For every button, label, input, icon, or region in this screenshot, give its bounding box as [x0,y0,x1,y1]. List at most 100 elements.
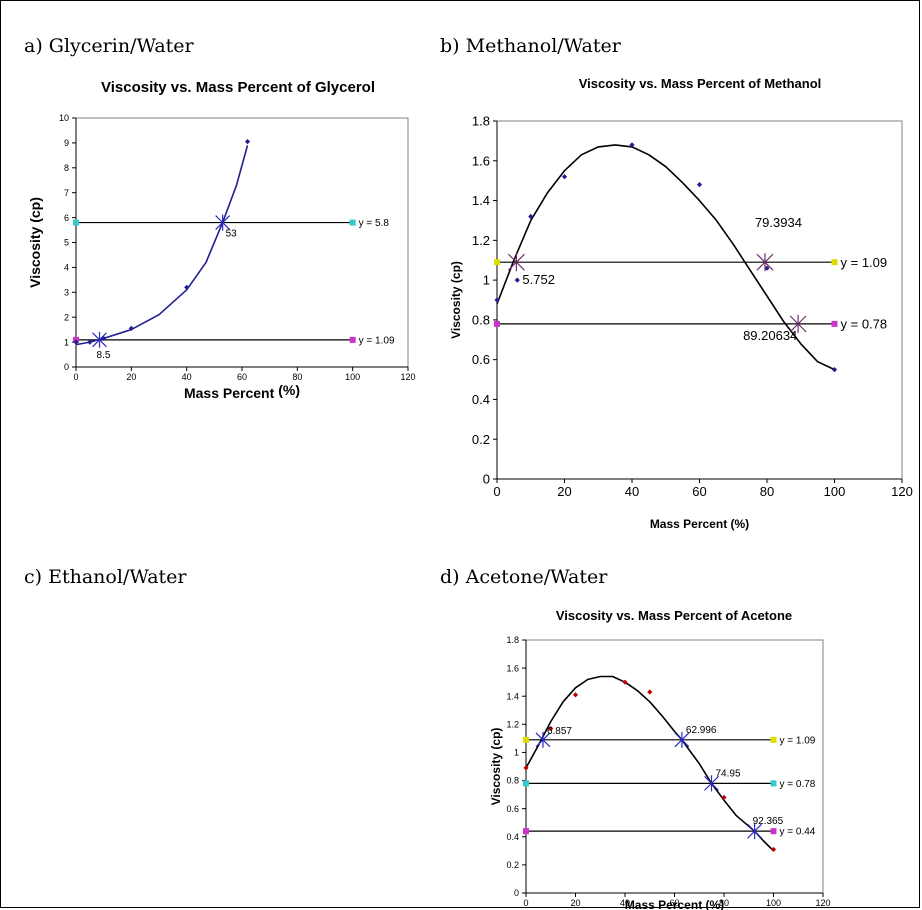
hline-label: y = 1.09 [359,335,395,346]
plot-area [525,639,824,894]
intersection-label: 5.752 [522,272,555,287]
hline-label: y = 1.09 [780,735,816,746]
y-tick-label: 0.2 [506,860,519,870]
x-tick-label: 0 [523,898,528,908]
data-point [87,339,93,345]
y-tick-label: 1 [483,273,490,288]
y-tick-label: 1 [514,748,519,758]
fit-curve [75,145,249,346]
y-tick-label: 1.6 [472,153,490,168]
chart-b-group: Viscosity vs. Mass Percent of Methanol 0 2… [449,76,913,531]
chart-title: Viscosity vs. Mass Percent of Methanol [579,76,822,91]
x-tick-label: 60 [237,372,247,382]
data-point [572,692,579,698]
intersection-label: 89.20634 [743,328,797,343]
data-point [494,297,500,303]
data-point [523,765,529,771]
y-tick-label: 5 [64,238,69,248]
hline-endpoint [349,219,356,226]
hline-endpoint [73,219,79,226]
y-tick-label: 0.8 [472,312,490,327]
data-point [561,174,568,180]
data-point [831,367,838,373]
y-tick-label: 8 [64,163,69,173]
y-tick-label: 1.4 [472,193,490,208]
intersection-label: 53 [226,229,238,240]
hline-label: y = 0.44 [780,827,816,838]
y-tick-label: 0.4 [506,832,519,842]
hline-endpoint [831,259,838,266]
intersection-label: 62.996 [686,725,717,736]
y-tick-label: 2 [64,312,69,322]
x-tick-label: 60 [692,484,706,499]
y-tick-label: 9 [64,138,69,148]
y-tick-label: 1.6 [506,663,519,673]
y-tick-label: 0 [514,888,519,898]
data-point [244,139,251,145]
y-axis-title: Viscosity (cp) [449,261,463,339]
y-tick-label: 1.2 [506,719,519,729]
panel-label-b: b) Methanol/Water [440,35,621,57]
intersection-label: 92.365 [753,816,784,827]
hline-endpoint [831,320,838,327]
data-point [548,725,554,732]
y-tick-label: 0.8 [506,776,519,786]
hline-label: y = 1.09 [841,255,888,270]
hline-endpoint [523,736,529,743]
chart-title: Viscosity vs. Mass Percent of Acetone [556,608,792,623]
chart-d-group: Viscosity vs. Mass Percent of Acetone 0 20… [489,608,831,910]
y-tick-label: 0.6 [472,352,490,367]
x-tick-label: 0 [73,372,78,382]
data-point [184,284,190,290]
y-tick-label: 3 [64,287,69,297]
data-point [696,182,703,188]
plot-area [496,120,903,480]
x-tick-label: 20 [557,484,571,499]
x-axis-title: Mass Percent (%) [184,382,300,401]
data-point [622,679,628,685]
hline-endpoint [494,259,500,266]
y-tick-label: 0.2 [472,432,490,447]
x-axis-unit: (%) [278,382,300,398]
hline-endpoint [770,780,777,787]
data-point [514,277,520,283]
y-tick-label: 0 [64,362,69,372]
x-tick-label: 80 [760,484,774,499]
y-tick-label: 7 [64,188,69,198]
hline-endpoint [523,780,529,787]
hline-endpoint [494,320,500,327]
x-tick-label: 40 [620,898,630,908]
x-tick-label: 120 [400,372,415,382]
plot-area [75,117,409,368]
x-tick-label: 0 [493,484,500,499]
hline-label: y = 5.8 [359,218,390,229]
intersection-label: 6.857 [547,726,572,737]
fit-curve [496,144,835,371]
chart-title: Viscosity vs. Mass Percent of Glycerol [101,79,375,96]
data-point [647,689,653,695]
y-tick-label: 1.8 [506,635,519,645]
x-tick-label: 60 [669,898,679,908]
data-point [770,846,777,853]
hline-label: y = 0.78 [841,316,888,331]
y-tick-label: 4 [64,263,69,273]
data-point [629,142,635,148]
x-tick-label: 40 [625,484,639,499]
hline-label: y = 0.78 [780,779,816,790]
y-tick-label: 1.8 [472,114,490,129]
hline-endpoint [349,336,356,343]
x-axis-title: Mass Percent (%) [625,898,724,910]
y-axis-title: Viscosity (cp) [27,197,43,288]
y-tick-label: 0.4 [472,392,490,407]
data-point [764,265,770,271]
x-tick-label: 120 [815,898,830,908]
x-tick-label: 20 [126,372,136,382]
y-axis-title: Viscosity (cp) [489,728,503,806]
y-tick-label: 10 [59,113,69,123]
panel-label-a: a) Glycerin/Water [24,35,194,57]
x-tick-label: 100 [824,484,846,499]
fit-curve [525,675,775,852]
y-tick-label: 1.4 [506,691,519,701]
x-tick-label: 120 [891,484,913,499]
